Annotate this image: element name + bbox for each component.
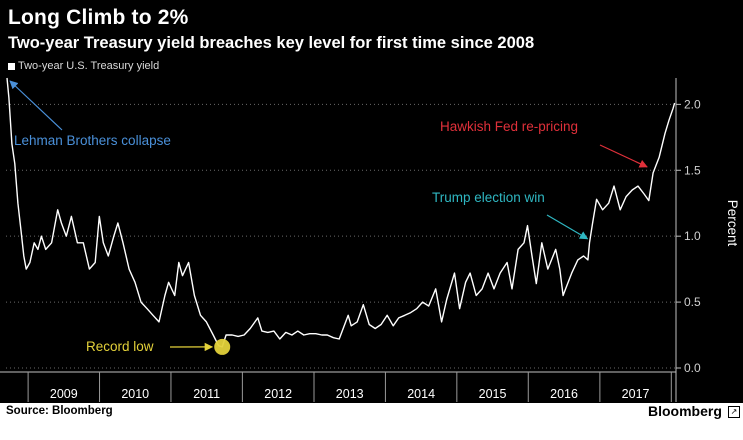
x-tick-label: 2009 — [50, 387, 78, 401]
y-tick-label: 1.0 — [684, 229, 701, 243]
annotation-arrow-lehman — [9, 80, 63, 131]
source-note: Source: Bloomberg — [6, 405, 113, 417]
annotation-record-low: Record low — [86, 339, 154, 354]
y-tick-label: 2.0 — [684, 97, 701, 111]
x-tick-label: 2010 — [121, 387, 149, 401]
x-tick-label: 2011 — [193, 387, 220, 401]
annotation-lehman: Lehman Brothers collapse — [14, 133, 171, 148]
y-tick-label: 1.5 — [684, 163, 701, 177]
chart-plot: 0.0 0.5 1.0 1.5 2.0 Percent 2009 2010 2011 2012 20… — [0, 77, 740, 402]
footer: Source: Bloomberg Bloomberg ↗ — [0, 403, 743, 440]
x-tick-label: 2017 — [622, 387, 650, 401]
chart-title: Long Climb to 2% — [8, 6, 189, 29]
x-tick-label: 2013 — [336, 387, 364, 401]
record-low-marker — [214, 338, 231, 355]
x-tick-label: 2016 — [550, 387, 578, 401]
legend-swatch — [8, 62, 15, 70]
legend: Two-year U.S. Treasury yield — [8, 60, 159, 72]
series-line-two-year-yield — [6, 77, 676, 348]
annotation-hawkish-fed: Hawkish Fed re-pricing — [440, 119, 578, 134]
chart-subtitle: Two-year Treasury yield breaches key lev… — [8, 34, 535, 52]
y-axis-title: Percent — [725, 200, 740, 247]
x-tick-label: 2012 — [264, 387, 292, 401]
expand-icon[interactable]: ↗ — [728, 406, 740, 418]
x-tick-label: 2015 — [479, 387, 507, 401]
x-tick-label: 2014 — [407, 387, 435, 401]
annotation-arrow-hawkish-fed — [599, 144, 648, 168]
y-tick-label: 0.0 — [684, 361, 701, 375]
annotation-arrow-trump — [546, 214, 589, 240]
y-tick-label: 0.5 — [684, 295, 701, 309]
brand-logo-text: Bloomberg — [648, 403, 722, 419]
legend-label: Two-year U.S. Treasury yield — [18, 60, 160, 72]
annotation-trump: Trump election win — [432, 190, 545, 205]
